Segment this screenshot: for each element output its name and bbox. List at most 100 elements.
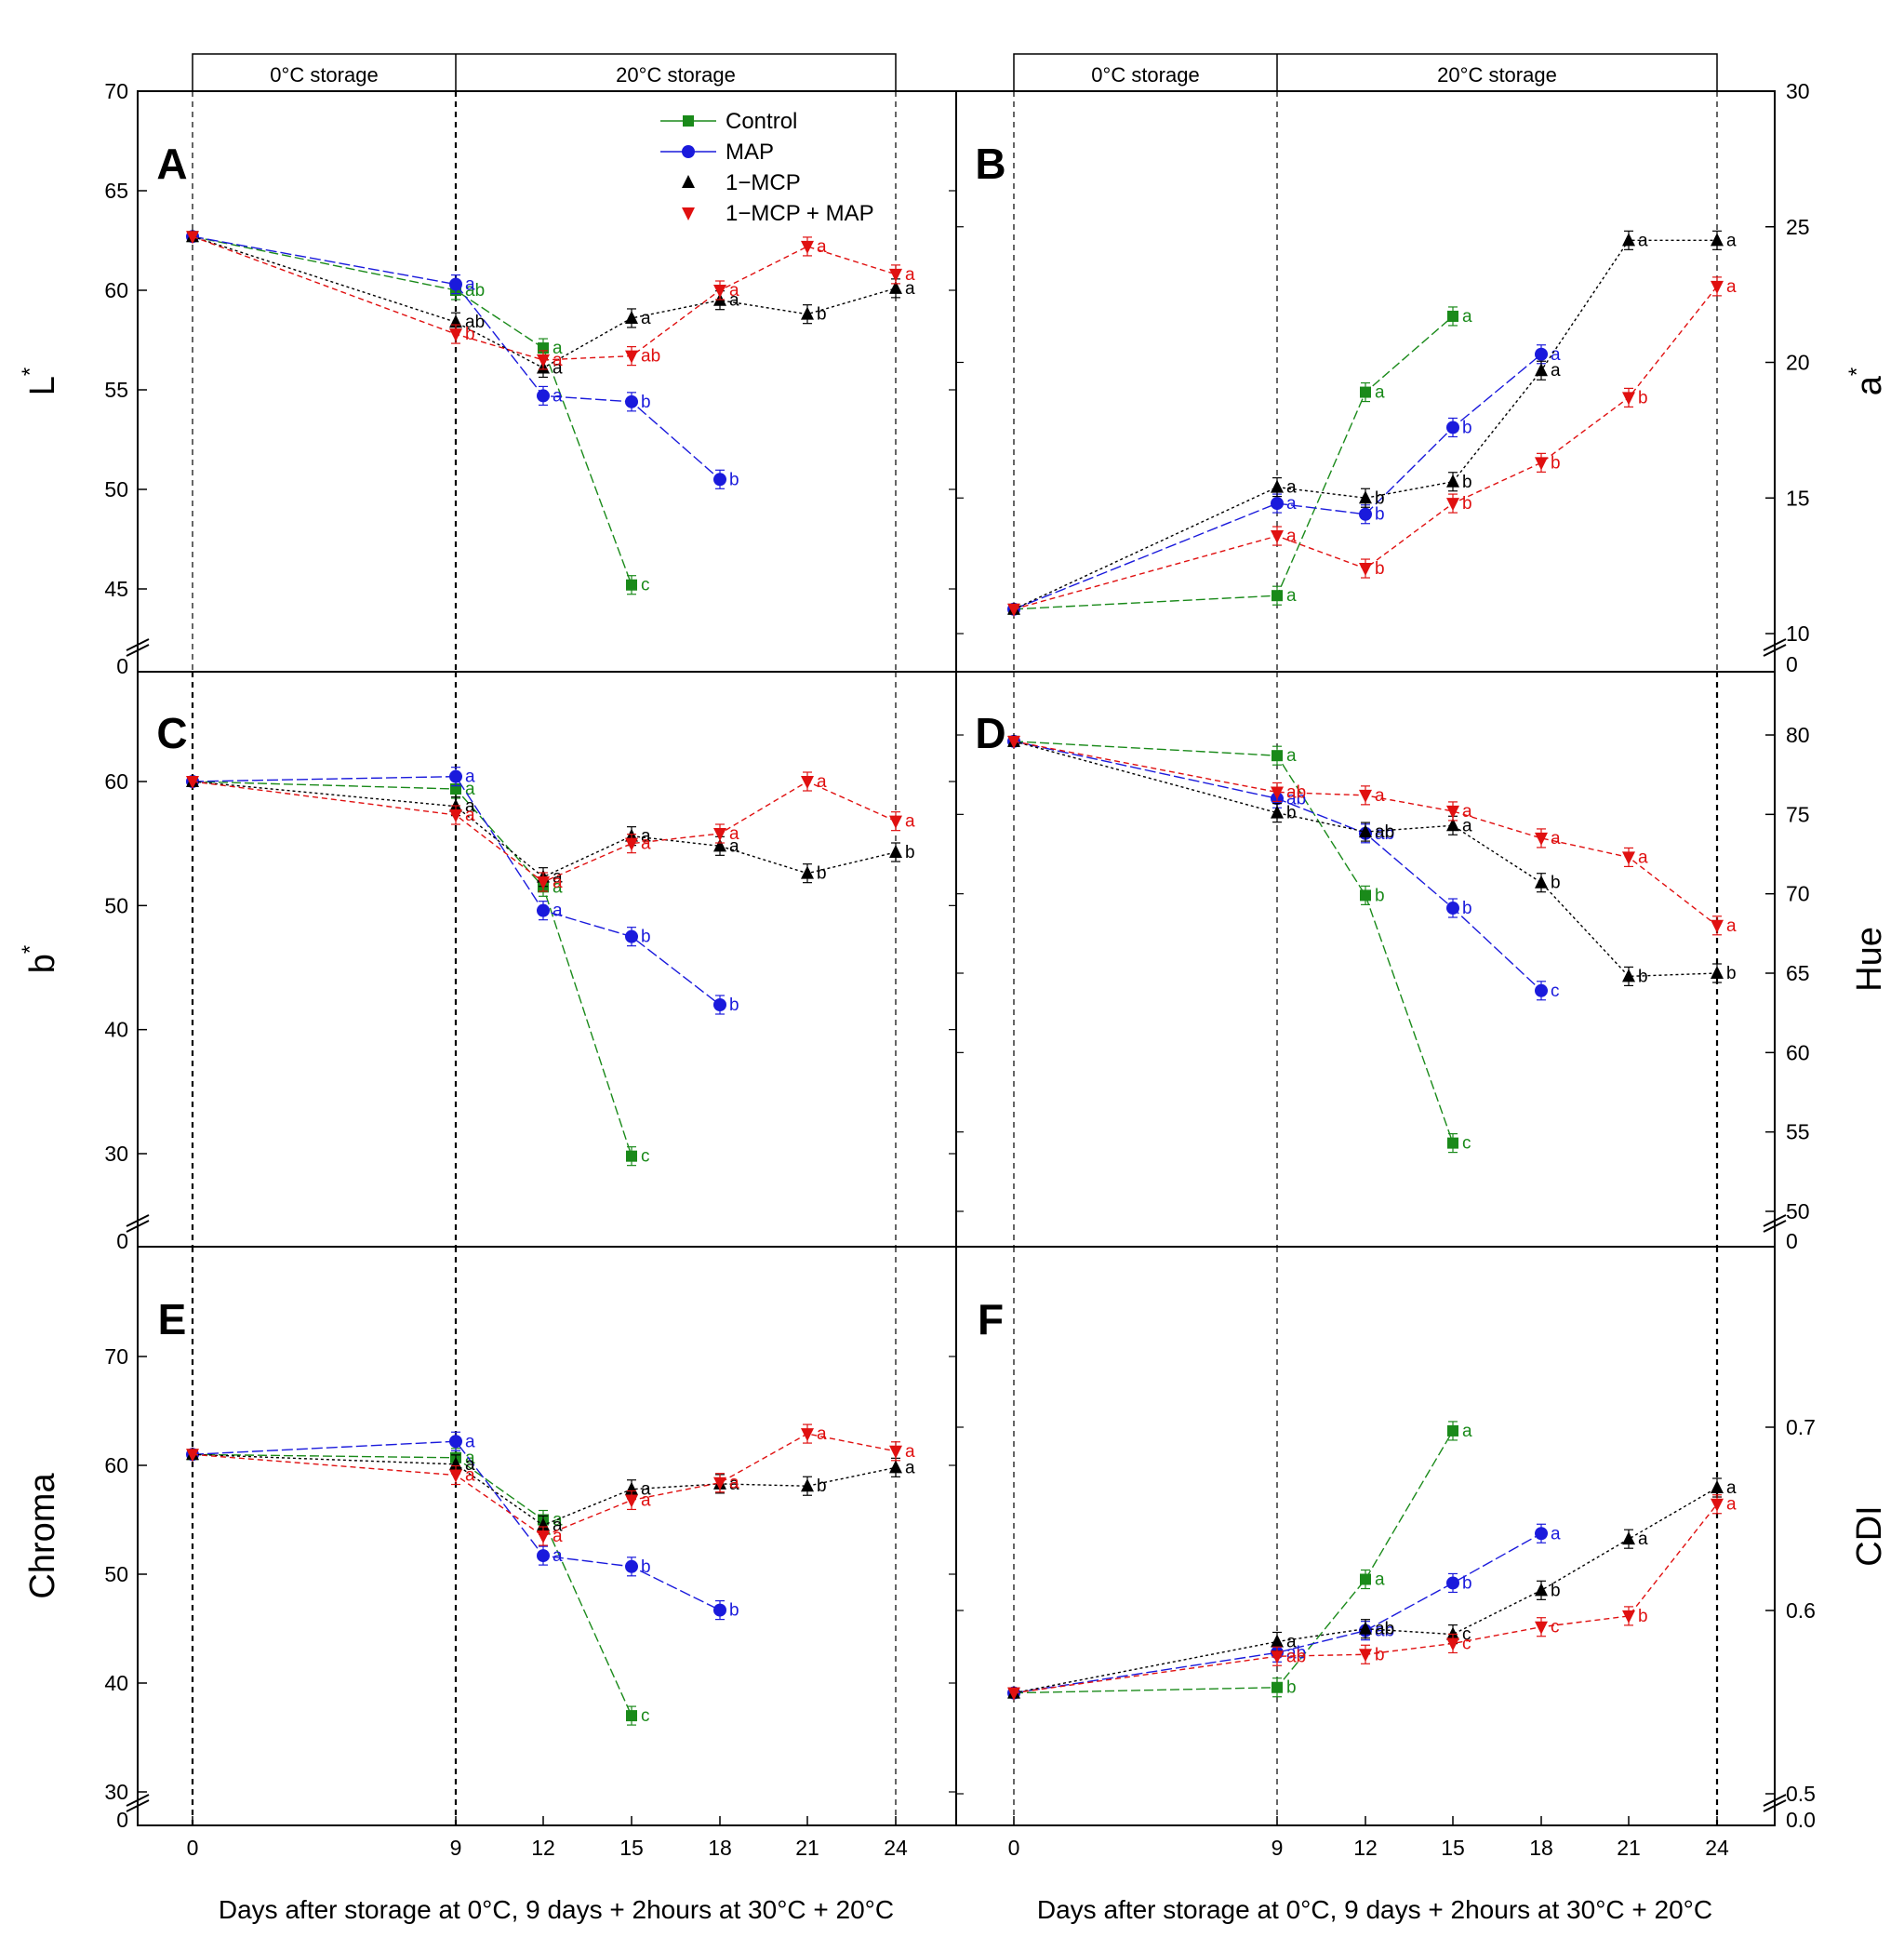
data-point (889, 1445, 902, 1459)
significance-label: b (1462, 1573, 1472, 1593)
x-axis-label: Days after storage at 0°C, 9 days + 2hou… (219, 1895, 894, 1924)
data-point (626, 1710, 637, 1722)
data-point (713, 1603, 726, 1617)
significance-label: a (553, 1516, 563, 1535)
significance-label: a (1551, 1524, 1561, 1543)
storage-phase-cold-label: 0°C storage (1091, 63, 1199, 87)
storage-phase-cold-label: 0°C storage (270, 63, 378, 87)
data-point (537, 1530, 550, 1544)
significance-label: b (817, 1477, 827, 1496)
significance-label: ab (1286, 789, 1306, 808)
significance-label: b (1375, 559, 1385, 579)
data-point (1271, 805, 1284, 819)
series-line (1013, 741, 1454, 1143)
series-line (192, 1453, 632, 1717)
data-point (1007, 603, 1020, 617)
data-point (1446, 1626, 1459, 1640)
legend-label: 1−MCP (726, 170, 801, 195)
data-point (1622, 969, 1635, 982)
significance-label: ab (641, 347, 660, 367)
significance-label: a (1726, 277, 1737, 297)
significance-label: a (1462, 307, 1472, 327)
data-point (625, 350, 638, 364)
significance-label: a (1726, 1478, 1737, 1498)
significance-label: a (1551, 345, 1561, 365)
data-point (801, 306, 814, 320)
significance-label: b (1375, 1645, 1385, 1664)
y-tick-label: 60 (104, 769, 128, 794)
significance-label: a (465, 1449, 475, 1468)
significance-label: a (465, 1466, 475, 1486)
significance-label: ab (465, 281, 485, 301)
significance-label: a (641, 827, 651, 847)
data-point (1359, 490, 1372, 504)
significance-label: a (553, 1527, 563, 1546)
y-tick-label: 60 (104, 1453, 128, 1477)
legend-label: Control (726, 109, 797, 134)
significance-label: ab (465, 313, 485, 332)
significance-label: a (729, 291, 739, 311)
y-tick-label: 10 (1786, 621, 1810, 646)
data-point (1271, 786, 1284, 800)
significance-label: a (729, 824, 739, 844)
significance-label: b (1462, 473, 1472, 492)
significance-label: a (729, 1475, 739, 1494)
data-point (537, 1549, 550, 1563)
significance-label: a (465, 1455, 475, 1475)
data-point (537, 1517, 550, 1531)
y-axis-label-star: * (1844, 367, 1870, 376)
significance-label: c (1551, 1618, 1560, 1637)
y-tick-label: 15 (1786, 486, 1810, 510)
significance-label: a (817, 772, 827, 792)
significance-label: b (1462, 494, 1472, 514)
axis-break-mark (1763, 638, 1787, 651)
data-point (1622, 233, 1635, 247)
data-point (625, 1494, 638, 1508)
significance-label: b (1286, 804, 1297, 823)
y-tick-label: 65 (1786, 961, 1810, 985)
x-tick-label: 0 (187, 1836, 199, 1860)
significance-label: ab (1286, 1643, 1306, 1663)
x-axis-label: Days after storage at 0°C, 9 days + 2hou… (1037, 1895, 1712, 1924)
significance-label: c (1462, 1625, 1471, 1645)
legend-marker (682, 145, 695, 158)
significance-label: a (1462, 802, 1472, 822)
y-zero-label: 0 (116, 1229, 128, 1253)
data-point (1271, 1650, 1284, 1664)
x-tick-label: 18 (1529, 1836, 1553, 1860)
data-point (1446, 1637, 1459, 1651)
significance-label: b (641, 1557, 651, 1577)
significance-label: b (1638, 1607, 1648, 1626)
significance-label: a (1286, 527, 1297, 546)
data-point (1711, 1498, 1724, 1512)
data-point (1622, 392, 1635, 406)
significance-label: a (905, 265, 915, 285)
significance-label: a (905, 1442, 915, 1462)
panel-letter-d: D (975, 709, 1005, 757)
data-point (1360, 1573, 1371, 1585)
significance-label: a (1726, 231, 1737, 250)
data-point (1447, 310, 1458, 322)
data-point (1359, 824, 1372, 838)
data-point (889, 815, 902, 829)
significance-label: a (1638, 848, 1648, 867)
y-tick-label: 30 (104, 1780, 128, 1804)
significance-label: a (465, 797, 475, 817)
data-point (625, 394, 638, 408)
series-line (1013, 1430, 1454, 1694)
significance-label: ab (1375, 822, 1394, 842)
significance-label: c (641, 1706, 650, 1726)
storage-phase-warm-label: 20°C storage (1437, 63, 1557, 87)
legend-marker (683, 115, 694, 127)
panel-letter-b: B (975, 140, 1005, 188)
y-axis-label-star: * (18, 945, 43, 954)
significance-label: c (641, 576, 650, 595)
data-point (801, 865, 814, 879)
y-axis-label: CDI (1850, 1505, 1889, 1566)
significance-label: a (1286, 1632, 1297, 1651)
y-tick-label: 30 (1786, 79, 1810, 103)
